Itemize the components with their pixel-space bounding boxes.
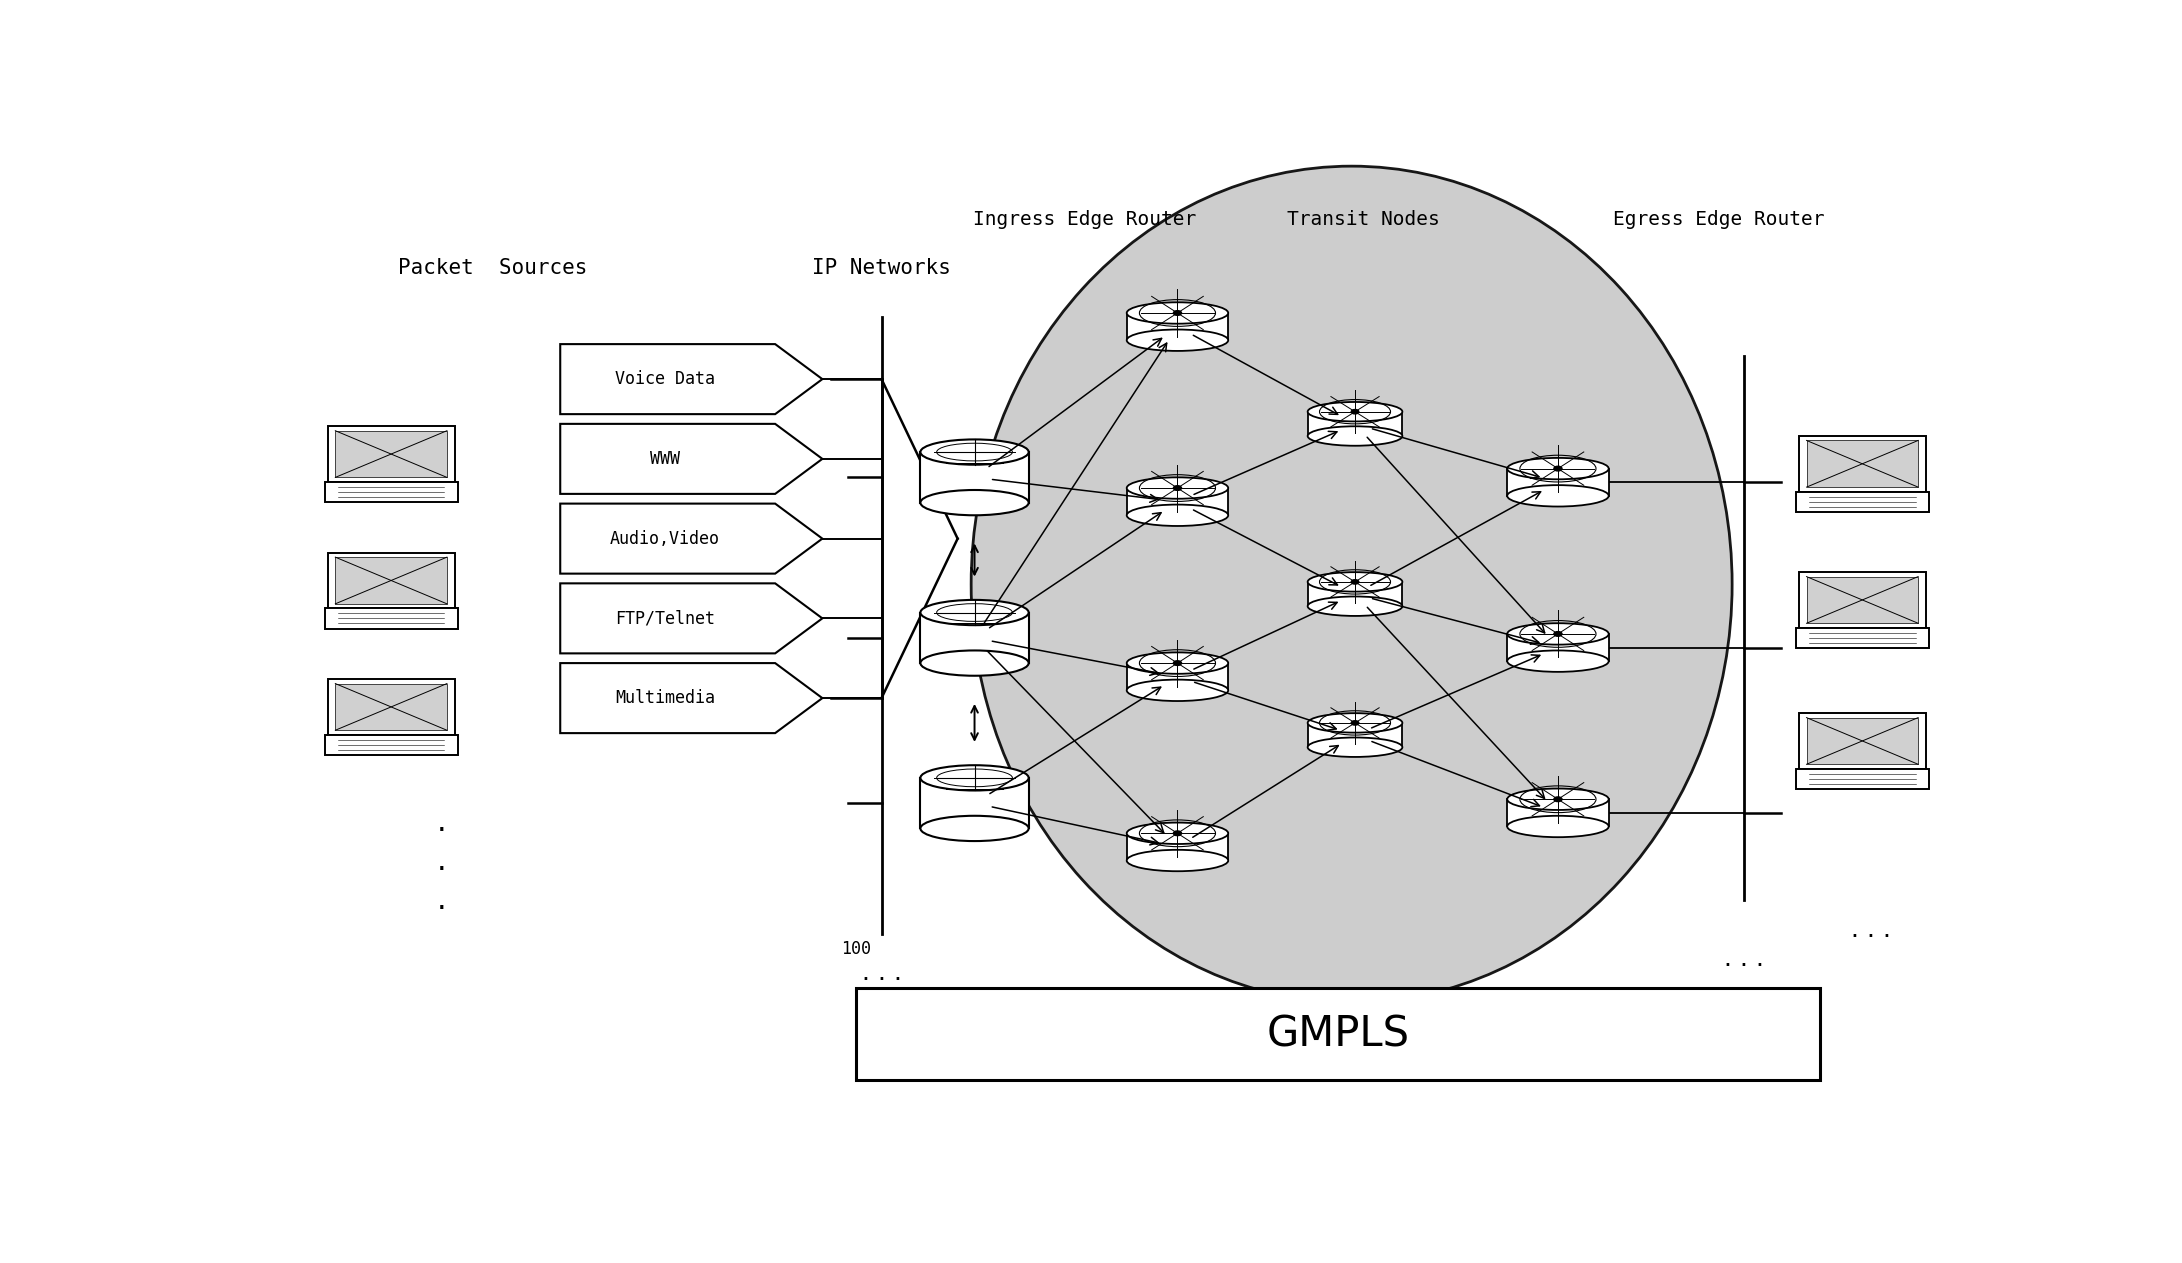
Polygon shape xyxy=(1126,834,1228,860)
Ellipse shape xyxy=(921,816,1028,841)
Circle shape xyxy=(1174,831,1180,836)
Polygon shape xyxy=(1307,582,1403,606)
Ellipse shape xyxy=(1126,679,1228,701)
Text: .: . xyxy=(436,847,447,877)
Polygon shape xyxy=(1508,799,1608,826)
Ellipse shape xyxy=(921,765,1028,791)
Ellipse shape xyxy=(1508,485,1608,506)
Text: IP Networks: IP Networks xyxy=(812,258,951,278)
Polygon shape xyxy=(921,452,1028,503)
Polygon shape xyxy=(1798,572,1927,628)
Circle shape xyxy=(1554,797,1562,802)
Polygon shape xyxy=(921,613,1028,663)
Ellipse shape xyxy=(1307,572,1403,591)
Ellipse shape xyxy=(1126,477,1228,499)
Polygon shape xyxy=(1807,717,1918,764)
Polygon shape xyxy=(921,778,1028,829)
Text: Transit Nodes: Transit Nodes xyxy=(1287,210,1440,229)
Ellipse shape xyxy=(921,600,1028,625)
Polygon shape xyxy=(325,481,458,503)
Circle shape xyxy=(1554,466,1562,471)
Text: WWW: WWW xyxy=(650,450,681,467)
Polygon shape xyxy=(561,584,823,653)
Circle shape xyxy=(1351,409,1359,414)
Ellipse shape xyxy=(971,167,1733,1003)
Ellipse shape xyxy=(1307,714,1403,733)
Polygon shape xyxy=(327,427,454,481)
Circle shape xyxy=(1554,632,1562,637)
Text: . . .: . . . xyxy=(1724,947,1763,971)
Ellipse shape xyxy=(1307,596,1403,616)
Text: . . .: . . . xyxy=(1850,917,1892,942)
Ellipse shape xyxy=(1508,458,1608,479)
Polygon shape xyxy=(327,679,454,735)
Polygon shape xyxy=(1508,469,1608,496)
Ellipse shape xyxy=(921,440,1028,465)
Polygon shape xyxy=(1307,412,1403,436)
Ellipse shape xyxy=(1508,816,1608,837)
Polygon shape xyxy=(1796,769,1929,789)
Polygon shape xyxy=(325,735,458,755)
Polygon shape xyxy=(561,344,823,414)
Polygon shape xyxy=(561,663,823,733)
Ellipse shape xyxy=(1126,850,1228,871)
Circle shape xyxy=(1351,721,1359,725)
Ellipse shape xyxy=(1508,623,1608,644)
Text: Multimedia: Multimedia xyxy=(615,690,716,707)
Polygon shape xyxy=(1126,663,1228,691)
Polygon shape xyxy=(336,557,447,604)
Polygon shape xyxy=(1796,628,1929,648)
Polygon shape xyxy=(336,431,447,477)
Circle shape xyxy=(1174,311,1180,316)
Polygon shape xyxy=(336,683,447,730)
Polygon shape xyxy=(325,609,458,629)
Text: . . .: . . . xyxy=(862,961,901,985)
Polygon shape xyxy=(1126,313,1228,340)
Text: Packet  Sources: Packet Sources xyxy=(397,258,587,278)
Ellipse shape xyxy=(1508,650,1608,672)
Polygon shape xyxy=(1798,436,1927,491)
Polygon shape xyxy=(1798,714,1927,769)
Ellipse shape xyxy=(1126,302,1228,323)
Polygon shape xyxy=(1796,491,1929,512)
Ellipse shape xyxy=(1508,788,1608,810)
Polygon shape xyxy=(561,504,823,573)
Text: Audio,Video: Audio,Video xyxy=(611,529,720,548)
Polygon shape xyxy=(1807,441,1918,488)
Polygon shape xyxy=(561,424,823,494)
Ellipse shape xyxy=(1307,402,1403,422)
Text: .: . xyxy=(436,808,447,837)
Polygon shape xyxy=(327,553,454,609)
Ellipse shape xyxy=(1126,653,1228,673)
Polygon shape xyxy=(1307,722,1403,748)
Ellipse shape xyxy=(1126,505,1228,525)
Polygon shape xyxy=(1807,577,1918,623)
FancyBboxPatch shape xyxy=(855,988,1820,1080)
Ellipse shape xyxy=(921,490,1028,515)
Text: Egress Edge Router: Egress Edge Router xyxy=(1612,210,1824,229)
Circle shape xyxy=(1351,580,1359,584)
Ellipse shape xyxy=(1126,822,1228,844)
Circle shape xyxy=(1174,661,1180,666)
Ellipse shape xyxy=(921,650,1028,676)
Text: .: . xyxy=(436,885,447,914)
Text: GMPLS: GMPLS xyxy=(1266,1013,1410,1055)
Polygon shape xyxy=(1508,634,1608,661)
Polygon shape xyxy=(1126,488,1228,515)
Ellipse shape xyxy=(1307,427,1403,446)
Text: Ingress Edge Router: Ingress Edge Router xyxy=(973,210,1196,229)
Ellipse shape xyxy=(1126,330,1228,351)
Text: 100: 100 xyxy=(842,940,871,959)
Ellipse shape xyxy=(1307,738,1403,757)
Text: FTP/Telnet: FTP/Telnet xyxy=(615,609,716,628)
Circle shape xyxy=(1174,486,1180,490)
Text: Voice Data: Voice Data xyxy=(615,370,716,388)
